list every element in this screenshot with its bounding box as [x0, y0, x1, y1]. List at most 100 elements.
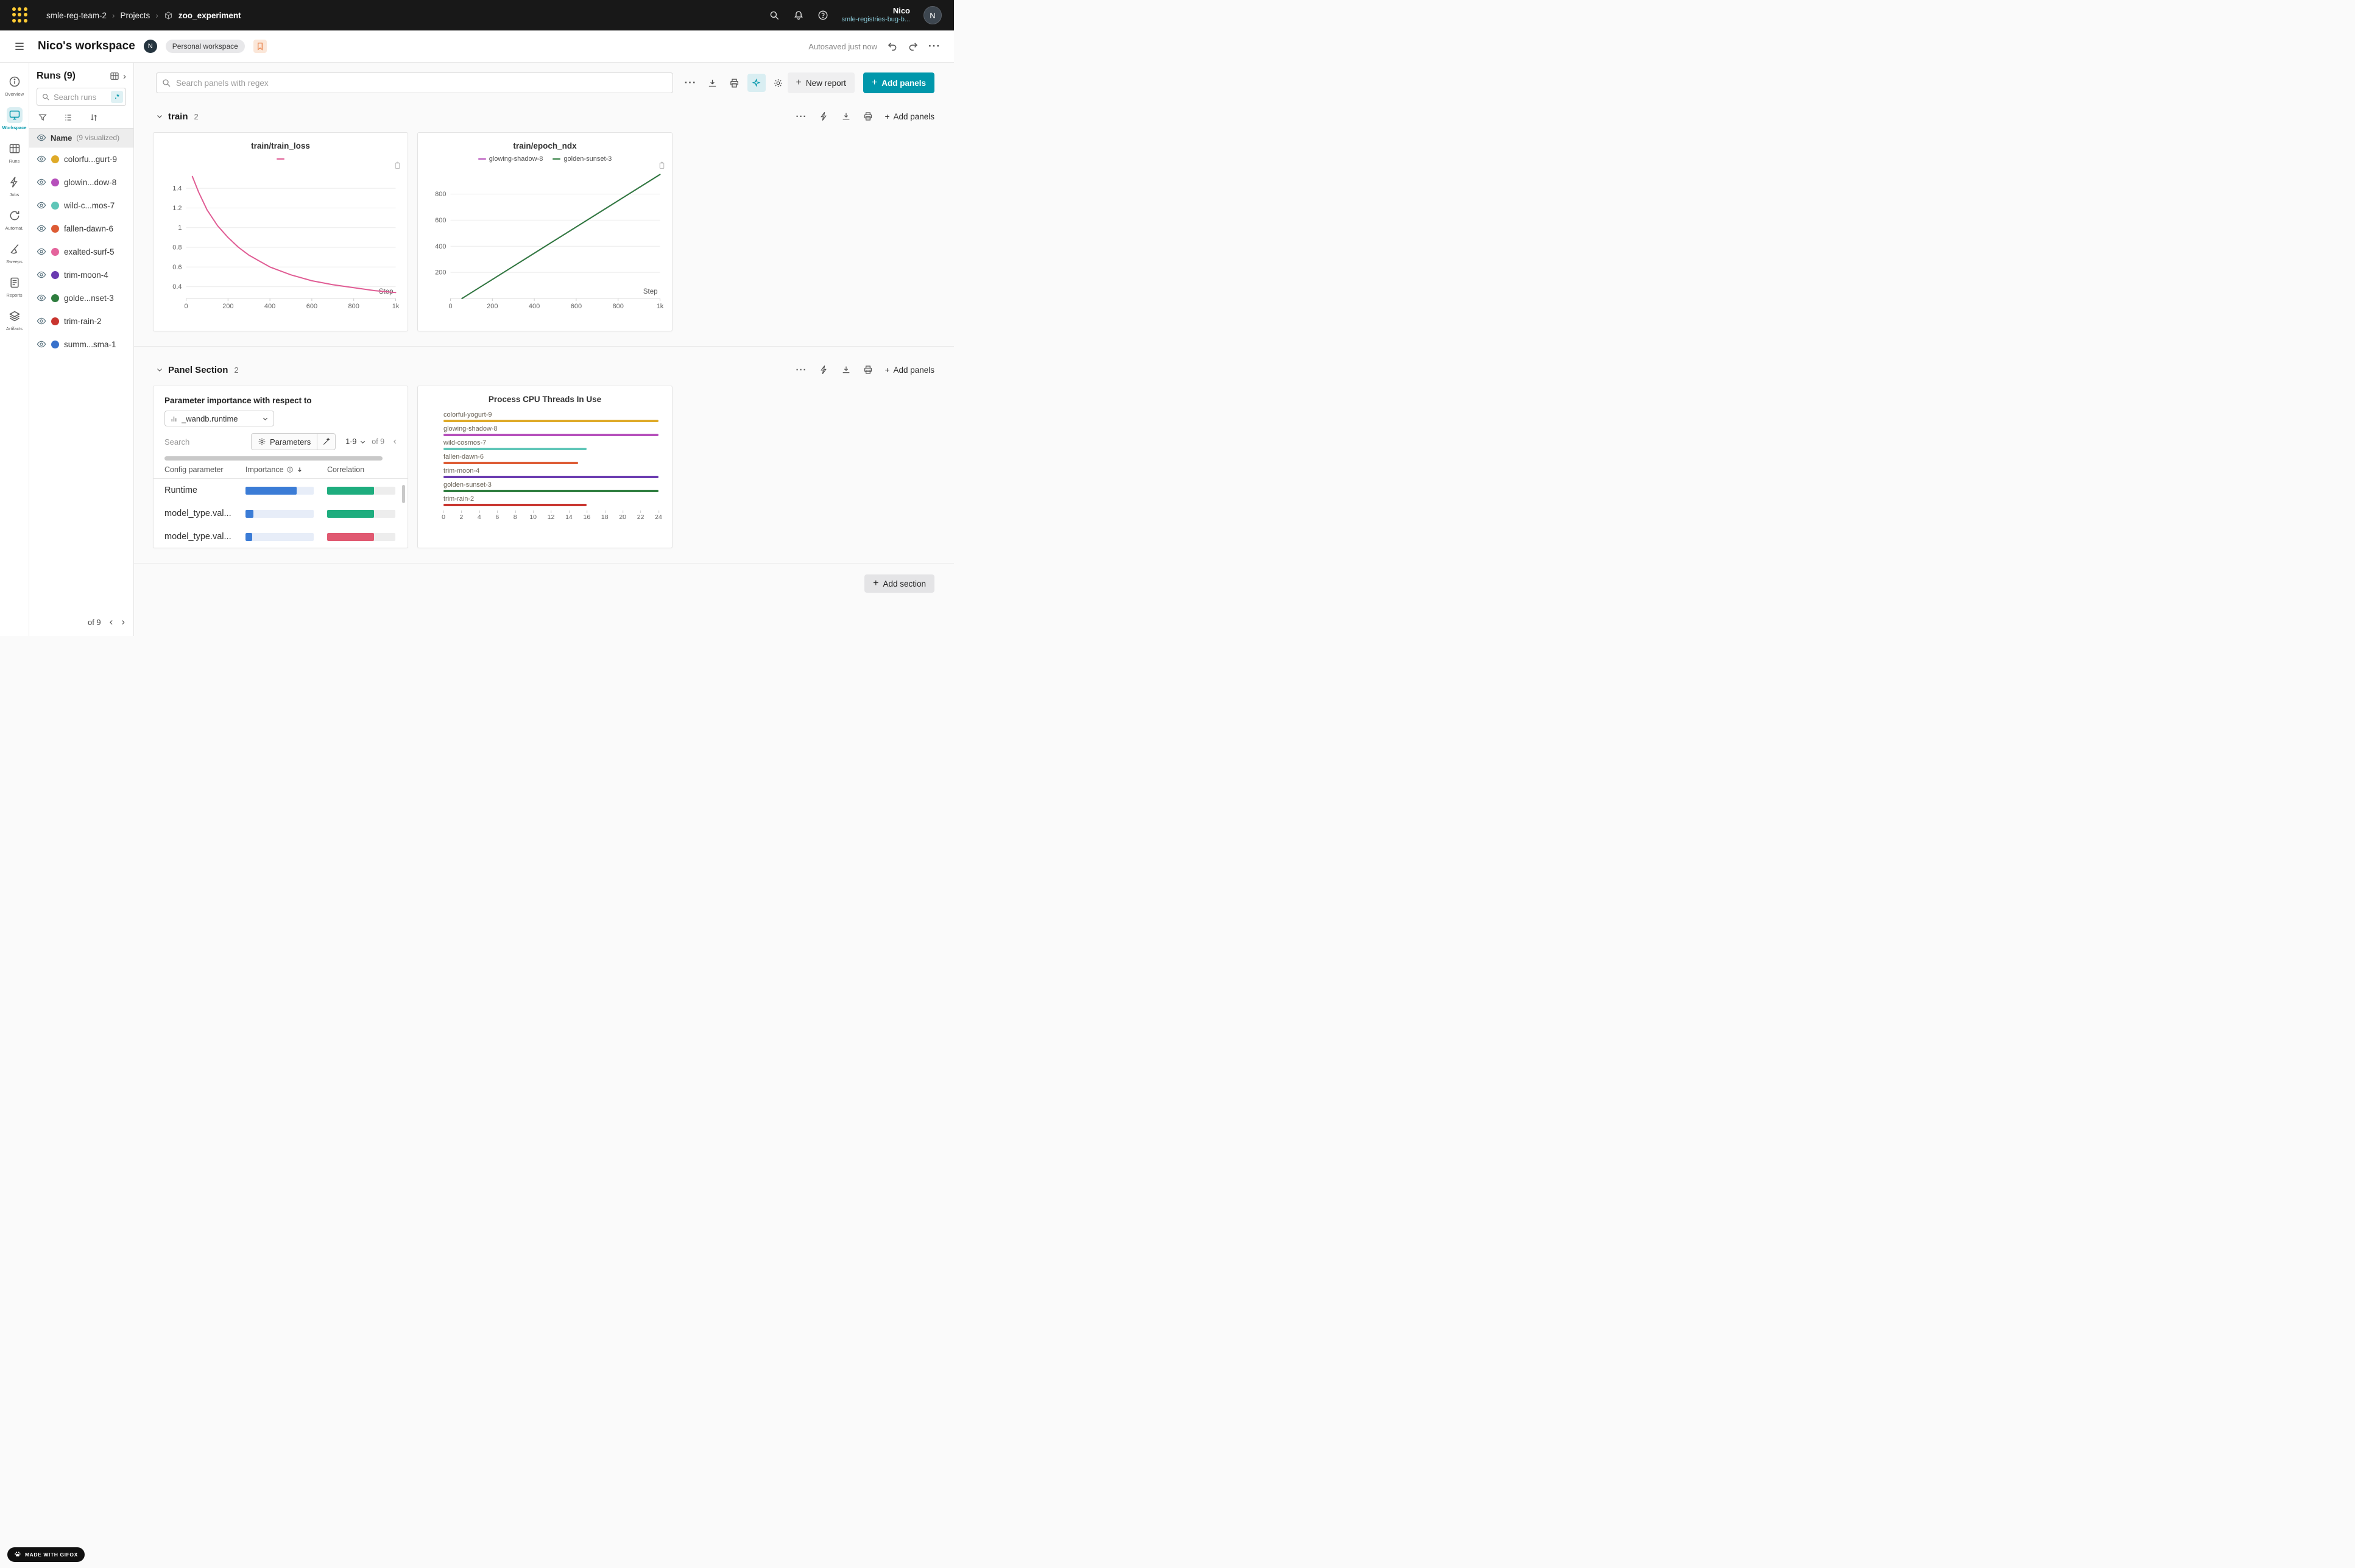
search-panels-input[interactable]	[156, 72, 673, 93]
visibility-eye-icon[interactable]	[37, 293, 46, 303]
search-icon[interactable]	[769, 10, 780, 21]
panel-epoch-ndx[interactable]: train/epoch_ndx glowing-shadow-8 golden-s…	[417, 132, 673, 331]
visibility-eye-icon[interactable]	[37, 133, 46, 143]
user-org[interactable]: smle-registries-bug-b...	[841, 16, 910, 24]
name-column-label[interactable]: Name	[51, 133, 72, 143]
settings-gear-icon[interactable]	[769, 74, 788, 92]
sidebar-item-overview[interactable]: Overview	[0, 69, 29, 102]
zap-icon[interactable]	[819, 111, 829, 121]
visibility-eye-icon[interactable]	[37, 224, 46, 233]
bookmark-icon[interactable]	[253, 40, 267, 53]
breadcrumb-team[interactable]: smle-reg-team-2	[46, 10, 107, 20]
importance-row[interactable]: model_type.val...	[154, 525, 408, 548]
run-row[interactable]: colorfu...gurt-9	[29, 147, 133, 171]
scrollbar-thumb[interactable]	[164, 456, 383, 461]
run-row[interactable]: summ...sma-1	[29, 333, 133, 356]
sidebar-item-automat[interactable]: Automat.	[0, 203, 29, 236]
magic-wand-button[interactable]	[317, 433, 336, 450]
visibility-eye-icon[interactable]	[37, 247, 46, 256]
visibility-eye-icon[interactable]	[37, 200, 46, 210]
sidebar-item-artifacts[interactable]: Artifacts	[0, 303, 29, 337]
wandb-logo-icon[interactable]	[12, 7, 28, 23]
zap-icon[interactable]	[819, 365, 829, 375]
run-name[interactable]: trim-rain-2	[64, 316, 102, 326]
pagination-next-icon[interactable]: ›	[121, 616, 125, 627]
importance-pagination[interactable]: 1-9 of 9	[345, 437, 385, 446]
cpu-bar[interactable]	[443, 419, 658, 422]
column-config-parameter[interactable]: Config parameter	[164, 465, 224, 474]
run-name[interactable]: trim-moon-4	[64, 270, 108, 280]
print-icon[interactable]	[726, 74, 744, 92]
section-add-panels-button[interactable]: + Add panels	[884, 365, 934, 375]
run-name[interactable]: wild-c...mos-7	[64, 200, 115, 210]
runs-table-view-icon[interactable]	[110, 71, 119, 81]
add-section-button[interactable]: + Add section	[864, 574, 934, 593]
sparkle-icon[interactable]	[747, 74, 766, 92]
visibility-eye-icon[interactable]	[37, 177, 46, 187]
column-correlation[interactable]: Correlation	[327, 465, 365, 474]
run-name[interactable]: summ...sma-1	[64, 339, 116, 349]
vertical-scrollbar-thumb[interactable]	[402, 485, 405, 503]
cpu-bar[interactable]	[443, 489, 658, 492]
metric-dropdown[interactable]: _wandb.runtime	[164, 411, 274, 426]
section-name[interactable]: Panel Section	[168, 364, 228, 375]
regex-toggle[interactable]: .*	[111, 91, 123, 103]
workspace-type-pill[interactable]: Personal workspace	[165, 40, 245, 53]
workspace-owner-avatar[interactable]: N	[143, 40, 157, 53]
importance-row[interactable]: Runtime	[154, 479, 408, 502]
run-name[interactable]: glowin...dow-8	[64, 177, 117, 187]
run-row[interactable]: trim-moon-4	[29, 263, 133, 286]
add-panels-button[interactable]: + Add panels	[863, 72, 934, 93]
run-color-dot[interactable]	[51, 270, 59, 279]
notifications-bell-icon[interactable]	[793, 10, 804, 21]
run-row[interactable]: wild-c...mos-7	[29, 194, 133, 217]
sidebar-item-jobs[interactable]: Jobs	[0, 169, 29, 203]
group-list-icon[interactable]	[63, 113, 73, 122]
more-options-icon[interactable]: ···	[684, 77, 697, 88]
redo-icon[interactable]	[908, 41, 919, 52]
help-icon[interactable]	[817, 10, 828, 21]
undo-icon[interactable]	[887, 41, 898, 52]
importance-search-input[interactable]	[164, 437, 236, 447]
new-report-button[interactable]: + New report	[787, 72, 855, 93]
run-name[interactable]: colorfu...gurt-9	[64, 154, 118, 164]
print-icon[interactable]	[863, 365, 873, 375]
panel-clipboard-icon[interactable]	[394, 161, 401, 170]
cpu-bar[interactable]	[443, 447, 587, 450]
visibility-eye-icon[interactable]	[37, 270, 46, 280]
column-importance[interactable]: Importance	[245, 465, 327, 474]
runs-expand-icon[interactable]: ›	[123, 71, 126, 82]
run-color-dot[interactable]	[51, 201, 59, 210]
parameters-button[interactable]: Parameters	[251, 433, 318, 450]
importance-prev-icon[interactable]: ‹	[393, 436, 397, 447]
run-color-dot[interactable]	[51, 178, 59, 186]
run-name[interactable]: golde...nset-3	[64, 293, 114, 303]
cpu-bar[interactable]	[443, 433, 658, 436]
sidebar-item-runs[interactable]: Runs	[0, 136, 29, 169]
run-color-dot[interactable]	[51, 224, 59, 233]
cpu-bar[interactable]	[443, 475, 658, 478]
sidebar-item-reports[interactable]: Reports	[0, 270, 29, 303]
collapse-chevron-icon[interactable]	[156, 366, 163, 373]
cpu-bar[interactable]	[443, 503, 587, 506]
section-more-icon[interactable]: ···	[796, 364, 807, 375]
run-color-dot[interactable]	[51, 340, 59, 348]
visibility-eye-icon[interactable]	[37, 154, 46, 164]
panel-parameter-importance[interactable]: Parameter importance with respect to _wa…	[153, 386, 408, 548]
more-menu-icon[interactable]: ···	[928, 40, 941, 52]
run-name[interactable]: exalted-surf-5	[64, 247, 115, 256]
collapse-chevron-icon[interactable]	[156, 113, 163, 120]
run-row[interactable]: glowin...dow-8	[29, 171, 133, 194]
importance-row[interactable]: model_type.val...	[154, 502, 408, 525]
hamburger-menu-icon[interactable]	[13, 40, 26, 52]
breadcrumb-projects[interactable]: Projects	[120, 10, 150, 20]
run-row[interactable]: fallen-dawn-6	[29, 217, 133, 240]
cpu-bar[interactable]	[443, 461, 578, 464]
breadcrumb-project[interactable]: zoo_experiment	[178, 10, 241, 20]
legend-item[interactable]: glowing-shadow-8	[478, 155, 543, 163]
export-icon[interactable]	[841, 365, 851, 375]
run-name[interactable]: fallen-dawn-6	[64, 224, 114, 233]
filter-icon[interactable]	[38, 113, 48, 122]
avatar[interactable]: N	[923, 6, 942, 24]
section-more-icon[interactable]: ···	[796, 111, 807, 122]
